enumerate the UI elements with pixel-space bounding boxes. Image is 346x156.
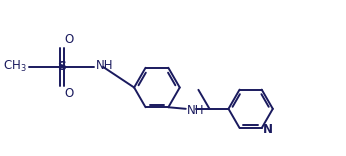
Text: NH: NH xyxy=(96,59,113,72)
Text: S: S xyxy=(57,60,66,73)
Text: CH$_3$: CH$_3$ xyxy=(3,59,27,74)
Text: O: O xyxy=(64,33,74,46)
Text: O: O xyxy=(64,88,74,100)
Text: NH: NH xyxy=(187,104,205,117)
Text: N: N xyxy=(263,123,273,136)
